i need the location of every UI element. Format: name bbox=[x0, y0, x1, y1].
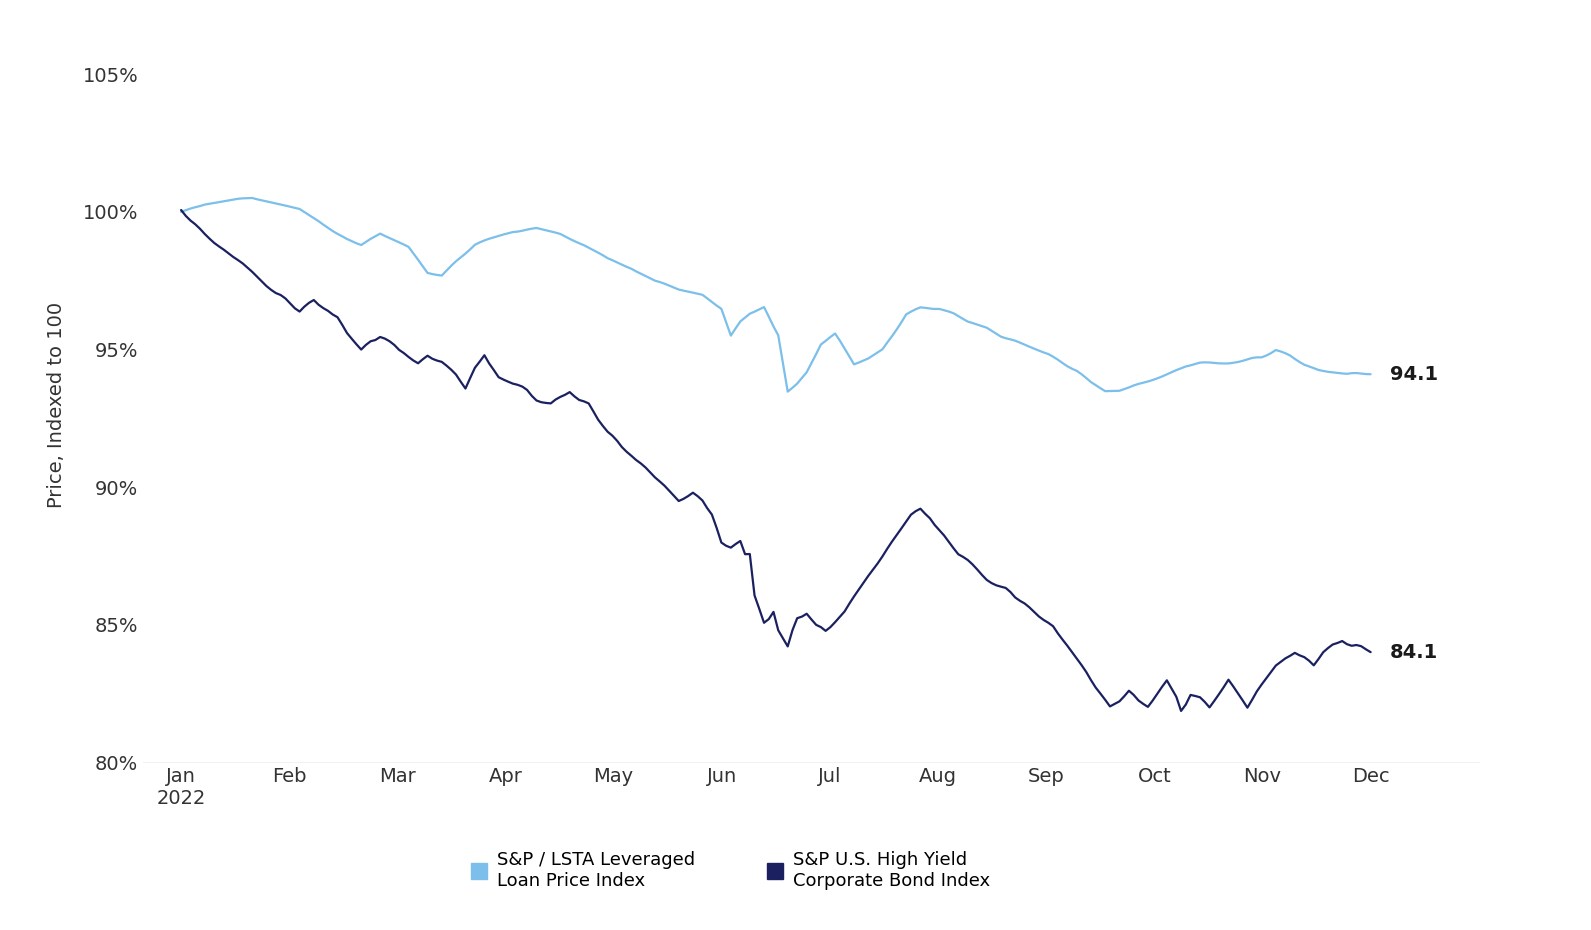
Text: 94.1: 94.1 bbox=[1389, 365, 1438, 384]
Y-axis label: Price, Indexed to 100: Price, Indexed to 100 bbox=[46, 301, 65, 508]
Legend: S&P / LSTA Leveraged
Loan Price Index, S&P U.S. High Yield
Corporate Bond Index: S&P / LSTA Leveraged Loan Price Index, S… bbox=[465, 844, 998, 897]
Text: 84.1: 84.1 bbox=[1389, 643, 1438, 661]
